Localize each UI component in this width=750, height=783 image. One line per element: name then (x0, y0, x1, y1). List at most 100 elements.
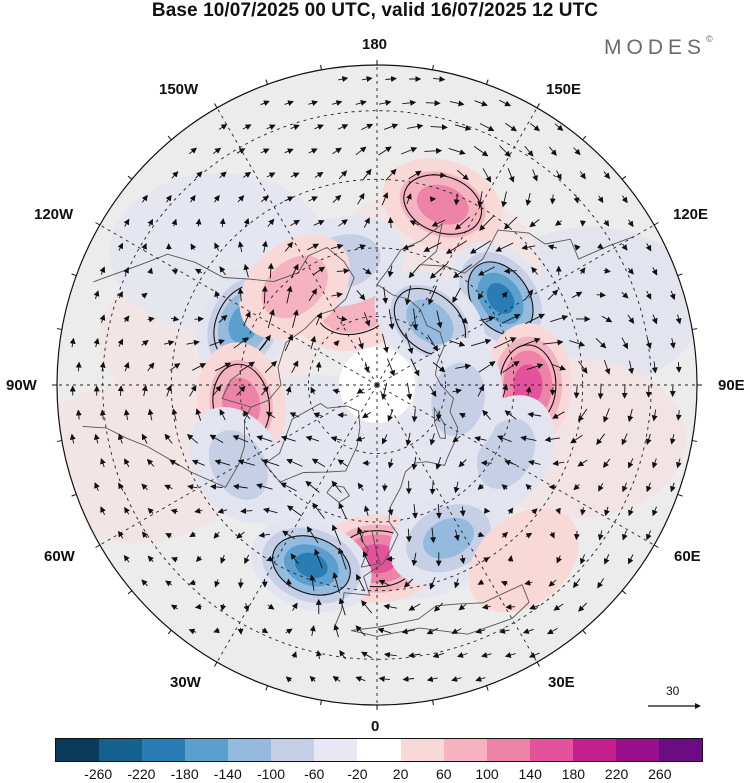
wind-vector (236, 385, 246, 396)
wind-vector (388, 309, 395, 330)
wind-vector (669, 434, 676, 445)
wind-vector (432, 172, 447, 179)
wind-vector (117, 433, 124, 444)
colorbar-tick-label: 220 (604, 766, 629, 782)
anomaly-contour (423, 517, 474, 559)
wind-vector (361, 651, 372, 659)
wind-vector (333, 623, 340, 638)
wind-vector (495, 242, 514, 252)
wind-vector (524, 145, 534, 157)
wind-vector (117, 242, 123, 251)
wind-vector (337, 459, 348, 467)
wind-vector (93, 337, 100, 348)
wind-vector (411, 456, 418, 471)
wind-vector (308, 100, 319, 107)
wind-vector (141, 384, 148, 397)
anomaly-contour (486, 283, 515, 314)
wind-vector (408, 603, 421, 611)
wind-vector (621, 291, 629, 299)
wind-vector (477, 266, 495, 276)
wind-vector (428, 285, 437, 306)
wind-vector (338, 597, 346, 616)
wind-vector (219, 266, 226, 276)
wind-vector (427, 335, 439, 352)
wind-vector (652, 506, 658, 517)
wind-vector (507, 168, 515, 183)
wind-vector (525, 532, 533, 539)
wind-vector (332, 147, 342, 155)
wind-vector (363, 505, 370, 516)
anomaly-contour (261, 255, 328, 319)
wind-vector (242, 410, 251, 420)
colorbar-swatch (99, 739, 143, 761)
wind-vector (117, 385, 124, 396)
graticule (57, 65, 697, 705)
wind-vector (260, 148, 270, 154)
wind-vector (458, 603, 467, 611)
wind-vector (457, 652, 468, 658)
wind-vector (502, 360, 520, 373)
wind-vector (504, 652, 516, 658)
wind-vector (171, 315, 180, 322)
colorbar-swatch (572, 739, 616, 761)
wind-vector (256, 483, 273, 490)
wind-vector (578, 360, 588, 374)
wind-vector (256, 435, 273, 442)
wind-vector (455, 363, 472, 370)
wind-vector (453, 529, 460, 542)
wind-vector (141, 433, 148, 444)
wind-vector (521, 244, 536, 251)
wind-vector (547, 628, 558, 635)
colorbar-tick-label: 20 (392, 766, 409, 782)
wind-vector (429, 385, 437, 398)
wind-vector (645, 433, 652, 445)
wind-vector (597, 243, 604, 250)
coastline (264, 402, 361, 483)
wind-vector (646, 482, 652, 493)
wind-vector (362, 411, 371, 419)
wind-vector (291, 651, 297, 659)
wind-vector (387, 458, 394, 469)
wind-vector (621, 433, 628, 446)
wind-vector (503, 268, 517, 275)
wind-vector (220, 603, 227, 612)
wind-vector (651, 314, 658, 325)
colorbar-swatch (529, 739, 573, 761)
colorbar-swatch (185, 739, 229, 761)
wind-vector (220, 554, 226, 564)
wind-vector (171, 556, 178, 563)
wind-vector (361, 123, 374, 131)
wind-vector (531, 508, 538, 515)
wind-vector (530, 123, 540, 132)
wind-vector (189, 147, 197, 155)
wind-vector (544, 436, 560, 443)
wind-vector (528, 459, 541, 466)
border-tick (653, 222, 659, 226)
wind-vector (424, 147, 443, 154)
wind-vector (522, 628, 534, 634)
colorbar (55, 738, 703, 762)
wind-vector (499, 628, 510, 634)
wind-vector (477, 579, 485, 585)
wind-vector (141, 242, 147, 251)
anomaly-contour (294, 552, 328, 579)
wind-vector (284, 241, 294, 252)
wind-vector (500, 580, 508, 587)
coastline (351, 584, 530, 637)
wind-vector (524, 289, 534, 301)
wind-vector (355, 100, 367, 106)
wind-vector (598, 482, 604, 492)
wind-vector (477, 384, 484, 397)
wind-vector (385, 75, 397, 82)
wind-vector (308, 196, 318, 202)
wind-vector (482, 409, 491, 420)
wind-vector (622, 530, 628, 541)
wind-vector (117, 291, 123, 299)
wind-vector (315, 312, 323, 326)
wind-vector (431, 219, 446, 227)
wind-vector (573, 384, 580, 399)
wind-vector (147, 408, 154, 421)
wind-vector (212, 147, 222, 154)
wind-vector (651, 361, 658, 374)
wind-vector (675, 314, 682, 325)
